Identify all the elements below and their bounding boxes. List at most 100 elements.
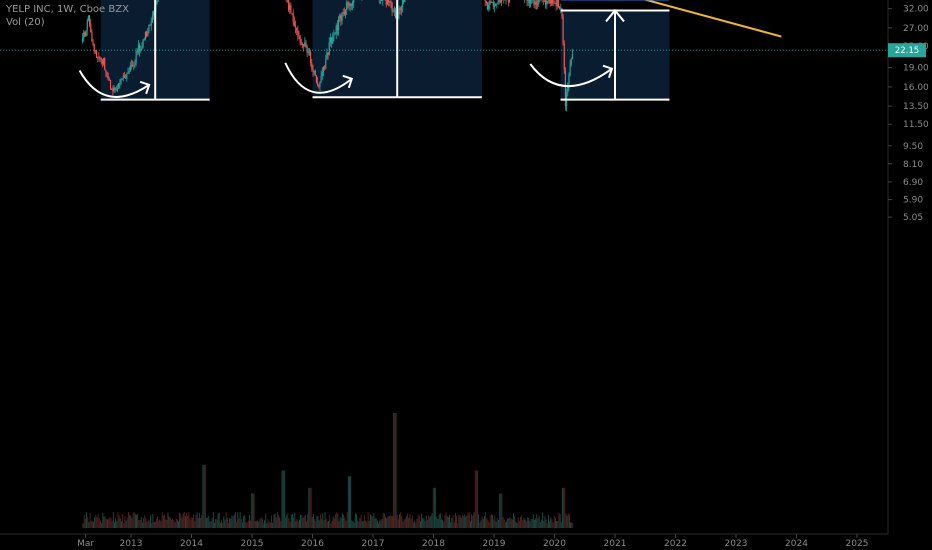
volume-bar [143, 518, 144, 528]
candle-body [297, 30, 299, 36]
volume-bar [151, 523, 153, 528]
volume-bar [335, 514, 336, 528]
volume-bar [323, 520, 325, 528]
volume-bar [105, 519, 107, 528]
volume-bar [201, 514, 203, 528]
volume-bar [224, 519, 226, 528]
volume-bar [180, 514, 182, 528]
volume-bar [272, 522, 274, 528]
volume-bar [522, 520, 524, 528]
volume-bar [389, 515, 391, 528]
volume-bar [104, 516, 106, 528]
volume-bar [416, 518, 418, 528]
volume-bar [558, 512, 560, 528]
volume-bar [358, 521, 360, 528]
volume-bar [567, 513, 569, 528]
volume-bar [463, 516, 464, 528]
candle-body [101, 59, 103, 64]
candle-body [84, 32, 86, 37]
price-axis: 280.00240.00200.00170.00140.00120.00100.… [888, 5, 929, 223]
candle-body [343, 12, 345, 15]
volume-bar [487, 519, 489, 528]
volume-bar [500, 493, 502, 528]
volume-bar [387, 516, 389, 528]
volume-bar [251, 493, 253, 528]
volume-bar [129, 514, 131, 528]
volume-bar [417, 514, 419, 528]
volume-bar [503, 519, 505, 528]
volume-bar [248, 514, 250, 528]
volume-bar [153, 521, 155, 528]
volume-bar [492, 514, 494, 528]
volume-bar [445, 511, 447, 528]
volume-bar [82, 523, 84, 528]
candle-body [332, 36, 334, 44]
volume-bar [101, 523, 103, 528]
candle-body [300, 43, 302, 45]
symbol-title[interactable]: YELP INC, 1W, Cboe BZX [6, 4, 129, 15]
volume-bar [450, 522, 452, 528]
volume-bar [403, 519, 405, 528]
volume-bar [541, 519, 542, 528]
volume-bar [452, 515, 454, 528]
volume-bar [510, 518, 512, 528]
volume-bar [155, 518, 157, 528]
volume-bar [550, 517, 552, 528]
volume-bar [408, 517, 410, 528]
volume-indicator-label[interactable]: Vol (20) [6, 17, 45, 28]
volume-bar [340, 517, 342, 528]
volume-bar [217, 513, 219, 528]
candle-body [333, 34, 335, 37]
volume-bar [499, 493, 501, 528]
volume-bar [255, 520, 257, 528]
candle-body [344, 9, 347, 15]
volume-bar [133, 512, 135, 528]
drawing-arrows [78, 0, 670, 101]
volume-bar [250, 520, 252, 528]
volume-bar [322, 513, 324, 528]
candle-body [127, 72, 129, 75]
volume-bar [168, 516, 170, 528]
volume-bar [317, 516, 319, 528]
volume-bar [316, 515, 318, 528]
time-tick-label: 2020 [543, 539, 566, 549]
volume-bar [145, 518, 147, 528]
volume-bar [407, 513, 409, 528]
volume-bar [93, 522, 94, 528]
volume-bar [86, 512, 87, 528]
candle-body [526, 0, 528, 1]
candle-body [305, 42, 307, 47]
volume-bar [410, 518, 412, 528]
volume-bar [110, 518, 112, 528]
volume-bar [359, 518, 361, 528]
volume-bar [364, 514, 366, 528]
candle-body [136, 51, 138, 53]
volume-bar [205, 517, 207, 528]
volume-bar [338, 521, 340, 528]
volume-bar [138, 519, 140, 528]
candle-body [303, 44, 305, 47]
candle-body [109, 79, 112, 89]
candle-body [137, 45, 140, 52]
volume-bar [345, 520, 347, 528]
volume-bar [331, 520, 333, 528]
candle-body [553, 2, 555, 4]
volume-bar [202, 464, 204, 528]
candle-body [389, 1, 391, 3]
volume-bar [481, 516, 483, 528]
volume-bar [409, 513, 411, 528]
volume-bar [369, 514, 371, 528]
volume-bar [139, 519, 141, 528]
volume-bar [509, 517, 511, 528]
volume-bar [215, 519, 217, 528]
volume-bar [489, 515, 491, 528]
volume-bar [477, 470, 478, 528]
candle-body [314, 71, 316, 77]
candle-body [82, 38, 84, 42]
volume-bar [362, 520, 364, 528]
volume-bar [243, 516, 245, 528]
volume-bar [336, 512, 338, 528]
volume-bar [382, 512, 384, 528]
volume-bar [239, 512, 241, 528]
